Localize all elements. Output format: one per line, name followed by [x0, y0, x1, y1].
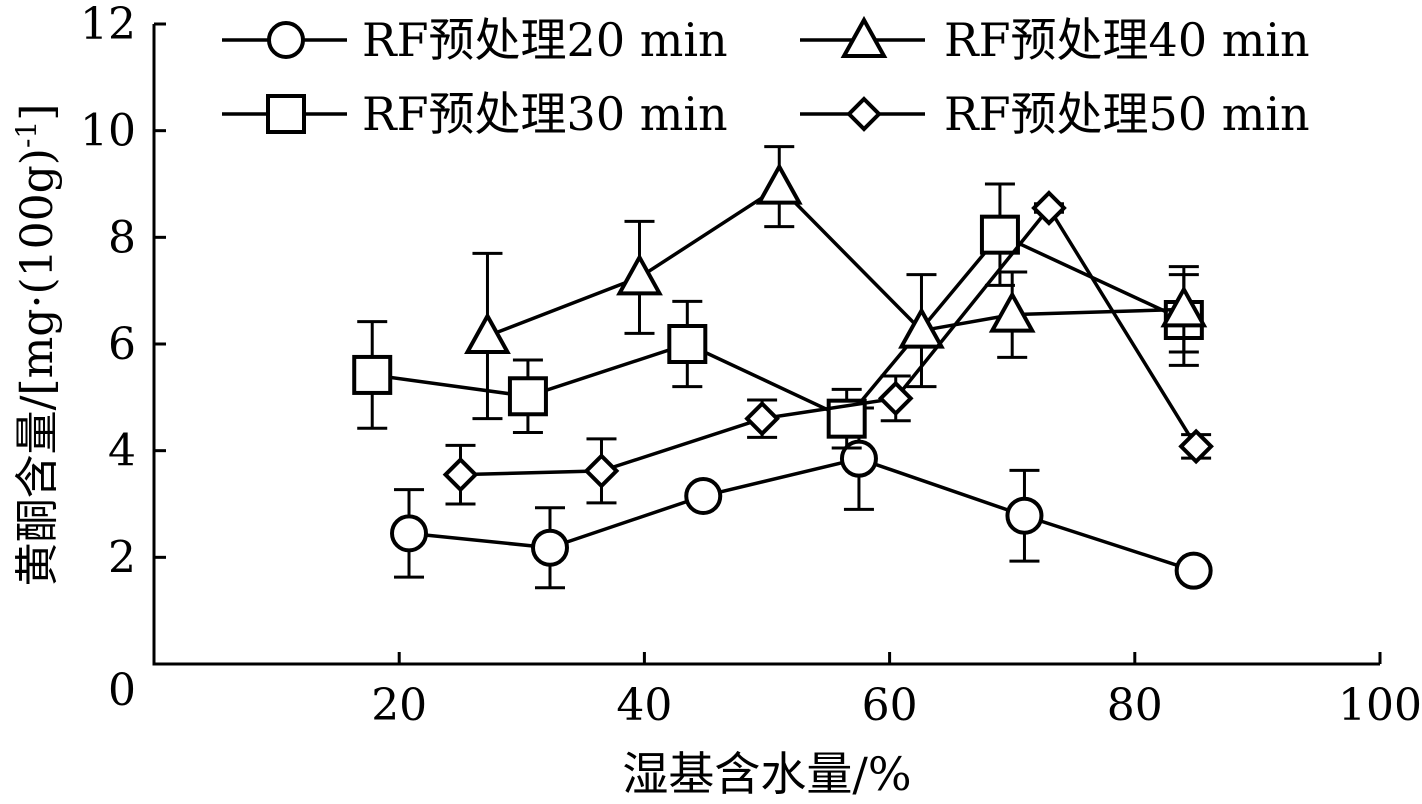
circle-marker	[1005, 496, 1044, 535]
y-tick-label: 12	[80, 0, 136, 50]
triangle-marker	[898, 306, 945, 349]
circle-marker	[1174, 551, 1213, 590]
diamond-marker	[1178, 428, 1214, 465]
y-tick-label: 4	[108, 426, 136, 477]
legend-label: RF预处理30 min	[362, 87, 728, 141]
y-tick-label: 6	[108, 319, 136, 370]
triangle-marker	[755, 162, 803, 205]
x-tick-label: 80	[1107, 680, 1163, 731]
y-axis-title-main: 黄酮含量/[mg·(100g)	[12, 148, 63, 586]
origin-label: 0	[108, 665, 136, 716]
diamond-marker	[1031, 190, 1067, 226]
triangle-marker	[840, 15, 888, 58]
tick-group: 20 40 60 80 100 2 4 6 8 10 12	[80, 0, 1422, 731]
series-triangle	[464, 145, 1208, 421]
legend: RF预处理20 min RF预处理30 min RF预处理40 min RF预处理50…	[222, 13, 1310, 141]
diamond-marker	[877, 380, 914, 417]
triangle-marker	[1160, 285, 1208, 328]
series-layer	[352, 145, 1214, 590]
series-diamond	[442, 190, 1214, 506]
series-line	[408, 456, 1195, 573]
legend-label: RF预处理50 min	[944, 87, 1310, 141]
y-tick-label: 8	[108, 212, 136, 263]
y-tick-label: 10	[80, 106, 136, 157]
circle-marker	[267, 21, 305, 59]
series-line	[486, 184, 1184, 338]
square-marker	[352, 354, 393, 395]
circle-marker	[839, 439, 878, 478]
square-marker	[507, 376, 548, 417]
legend-label: RF预处理20 min	[362, 13, 728, 67]
circle-marker	[684, 477, 723, 515]
series-line	[460, 204, 1198, 477]
series-line	[371, 232, 1185, 421]
x-tick-label: 60	[862, 680, 918, 731]
series-circle	[390, 406, 1213, 590]
diamond-marker	[442, 456, 479, 493]
y-tick-label: 2	[108, 532, 136, 583]
y-axis-title-close: ]	[12, 104, 63, 121]
legend-item: RF预处理30 min	[222, 87, 728, 141]
diamond-marker	[744, 400, 780, 437]
circle-marker	[390, 514, 429, 553]
y-axis-title: 黄酮含量/[mg·(100g)-1]	[10, 104, 63, 587]
legend-label: RF预处理40 min	[944, 13, 1310, 67]
x-tick-label: 40	[616, 680, 672, 731]
square-marker	[667, 324, 708, 364]
square-marker	[266, 94, 306, 134]
x-tick-label: 100	[1338, 680, 1422, 731]
diamond-marker	[583, 453, 620, 489]
triangle-marker	[988, 290, 1036, 333]
legend-item: RF预处理40 min	[800, 13, 1310, 67]
square-marker	[979, 214, 1020, 255]
legend-item: RF预处理20 min	[222, 13, 728, 67]
x-tick-label: 20	[371, 680, 427, 731]
triangle-marker	[464, 311, 511, 354]
legend-item: RF预处理50 min	[800, 87, 1310, 141]
y-axis-title-superscript: -1	[10, 121, 43, 148]
circle-marker	[530, 528, 569, 567]
triangle-marker	[616, 253, 663, 296]
x-axis-title: 湿基含水量/%	[622, 747, 911, 801]
diamond-marker	[846, 96, 882, 132]
